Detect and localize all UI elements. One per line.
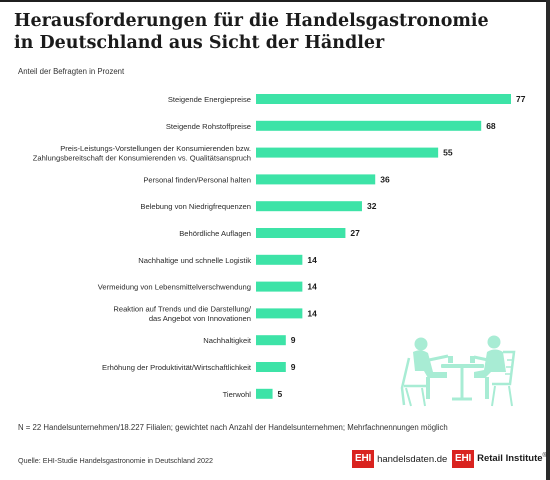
ehi-logo-box-2: EHI [452,450,475,468]
registered-mark: ® [542,453,547,460]
category-label-4: Personal finden/Personal halten [143,175,251,184]
value-label-5: 32 [367,201,377,211]
bar-4 [256,174,376,185]
retail-institute-wrapper: Retail Institute® [477,453,547,464]
category-label-2: Steigende Rohstoffpreise [166,122,251,131]
category-label-10: Nachhaltigkeit [203,336,252,345]
category-label-8: Vermeidung von Lebensmittelverschwendung [98,283,251,292]
value-label-9: 14 [307,308,317,318]
chart-title: Herausforderungen für die Handelsgastron… [14,11,489,53]
bar-3 [256,147,439,158]
value-label-12: 5 [278,389,283,399]
cafe-table-two-people-icon [400,335,516,407]
category-label-7: Nachhaltige und schnelle Logistik [138,256,251,265]
bar-9 [256,308,303,319]
value-label-3: 55 [443,148,453,158]
bar-chart: 77 Steigende Energiepreise 68 Steigende Roh… [33,94,526,407]
category-label-11: Erhöhung der Produktivität/Wirtschaftlic… [102,363,252,372]
bar-11 [256,362,286,372]
chart-subtitle: Anteil der Befragten in Prozent [18,67,125,76]
value-label-8: 14 [307,282,317,292]
top-border [0,0,550,2]
retail-institute-text: Retail Institute [477,453,543,465]
ehi-handelsdaten-logo[interactable]: EHI handelsdaten.de [352,449,447,469]
value-label-4: 36 [380,174,390,184]
category-label-3: Preis-Leistungs-Vorstellungen der Konsum… [33,144,251,163]
bars-group: 77 Steigende Energiepreise 68 Steigende Roh… [33,94,526,399]
value-label-6: 27 [350,228,360,238]
value-label-11: 9 [291,362,296,372]
handelsdaten-text: handelsdaten.de [377,453,448,465]
footnote: N = 22 Handelsunternehmen/18.227 Filiale… [18,423,448,432]
value-label-2: 68 [486,121,496,131]
ehi-retail-institute-logo[interactable]: EHI Retail Institute® [452,449,547,469]
ehi-logo-box: EHI [352,450,375,468]
value-label-10: 9 [291,335,296,345]
category-label-6: Behördliche Auflagen [179,229,251,238]
bar-1 [256,94,511,104]
value-label-7: 14 [307,255,317,265]
category-label-9: Reaktion auf Trends und die Darstellung/… [113,305,252,324]
category-label-5: Belebung von Niedrigfrequenzen [140,202,251,211]
bar-8 [256,281,303,292]
source-note: Quelle: EHI-Studie Handelsgastronomie in… [18,456,213,465]
right-border [546,0,550,480]
value-label-1: 77 [516,94,526,104]
bar-6 [256,228,346,238]
category-label-1: Steigende Energiepreise [168,95,251,104]
bar-7 [256,254,303,265]
bar-10 [256,335,286,346]
bar-2 [256,120,482,131]
bar-12 [256,388,273,399]
category-label-12: Tierwohl [223,390,252,399]
bar-5 [256,201,362,212]
